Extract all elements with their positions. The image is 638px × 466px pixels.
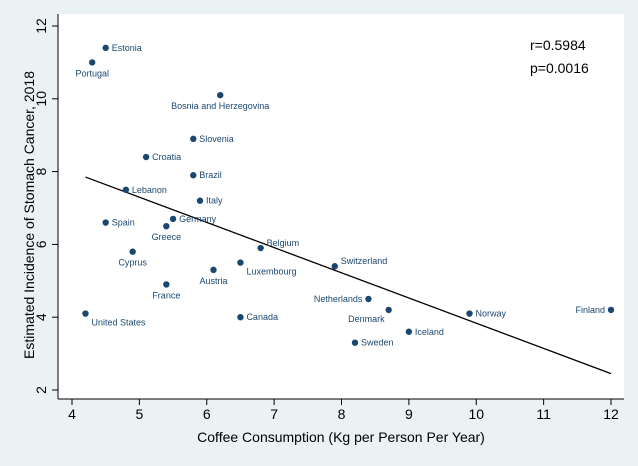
x-tick-label: 4 xyxy=(68,406,76,422)
data-point xyxy=(365,295,372,303)
fit-line-group xyxy=(85,176,612,375)
data-point xyxy=(405,328,413,335)
data-point-label: Luxembourg xyxy=(246,267,296,277)
data-point-label: Germany xyxy=(179,214,217,224)
x-tick-label: 11 xyxy=(536,406,551,422)
data-point xyxy=(466,310,473,317)
data-point xyxy=(210,266,217,274)
data-point-label: Sweden xyxy=(361,338,394,348)
data-point-label: Greece xyxy=(152,232,182,242)
data-point xyxy=(331,263,338,270)
y-tick-label: 2 xyxy=(33,386,49,394)
data-point-label: Brazil xyxy=(199,170,222,180)
data-point-label: Finland xyxy=(575,305,605,315)
data-point xyxy=(351,339,359,346)
data-point xyxy=(190,172,197,179)
x-tick-label: 10 xyxy=(468,406,484,422)
y-axis-title: Estimated Incidence of Stomach Cancer, 2… xyxy=(21,71,37,359)
data-point-label: United States xyxy=(91,318,146,328)
data-point xyxy=(607,306,615,314)
data-point xyxy=(217,91,224,99)
y-tick-label: 8 xyxy=(33,167,49,175)
data-point xyxy=(102,44,109,52)
data-point-label: Netherlands xyxy=(314,294,363,304)
data-point-label: Cyprus xyxy=(118,258,147,268)
data-point-label: Bosnia and Herzegovina xyxy=(171,101,269,111)
data-point-label: Denmark xyxy=(348,314,385,324)
axes: 4 5 6 7 8 9 10 11 12 2 4 6 8 10 12 xyxy=(33,14,624,422)
data-point-label: Iceland xyxy=(415,327,444,337)
x-tick-label: 6 xyxy=(203,406,211,422)
data-point-label: Croatia xyxy=(152,152,181,162)
data-point xyxy=(102,219,109,226)
data-point xyxy=(196,197,204,204)
x-tick-label: 5 xyxy=(135,406,143,422)
data-point xyxy=(163,223,170,230)
data-point xyxy=(385,306,392,314)
x-axis-title: Coffee Consumption (Kg per Person Per Ye… xyxy=(197,429,485,445)
data-point-label: Italy xyxy=(206,196,223,206)
data-point-label: France xyxy=(152,290,180,300)
data-point xyxy=(163,281,170,288)
y-tick-label: 12 xyxy=(33,18,49,34)
x-tick-label: 12 xyxy=(603,406,619,422)
data-point-label: Portugal xyxy=(75,68,109,78)
x-tick-label: 8 xyxy=(338,406,346,422)
data-point-label: Austria xyxy=(199,276,227,286)
data-point xyxy=(142,153,150,161)
x-tick-label: 9 xyxy=(405,406,413,422)
data-point xyxy=(169,215,177,223)
data-point xyxy=(89,59,96,66)
y-tick-label: 6 xyxy=(33,240,49,248)
data-point xyxy=(82,310,89,317)
data-point xyxy=(237,259,244,266)
data-point xyxy=(122,186,130,193)
data-point-label: Estonia xyxy=(112,43,142,53)
data-point xyxy=(129,248,136,255)
y-tick-label: 4 xyxy=(33,313,49,321)
data-point-label: Switzerland xyxy=(341,256,388,266)
plot-area xyxy=(58,14,624,399)
points-group: Estonia Portugal Bosnia and Herzegovina Slo… xyxy=(75,43,615,348)
r-annotation: r=0.5984 xyxy=(530,37,586,53)
data-point-label: Norway xyxy=(476,309,507,319)
x-tick-label: 7 xyxy=(270,406,278,422)
data-point-label: Slovenia xyxy=(199,134,234,144)
data-point-label: Lebanon xyxy=(132,185,167,195)
data-point xyxy=(237,314,244,321)
data-point-label: Belgium xyxy=(267,238,300,248)
p-annotation: p=0.0016 xyxy=(530,60,589,76)
data-point-label: Spain xyxy=(112,218,135,228)
fit-line xyxy=(85,176,612,375)
data-point xyxy=(190,135,197,143)
data-point xyxy=(257,244,264,252)
y-tick-label: 10 xyxy=(33,91,49,107)
data-point-label: Canada xyxy=(246,312,278,322)
